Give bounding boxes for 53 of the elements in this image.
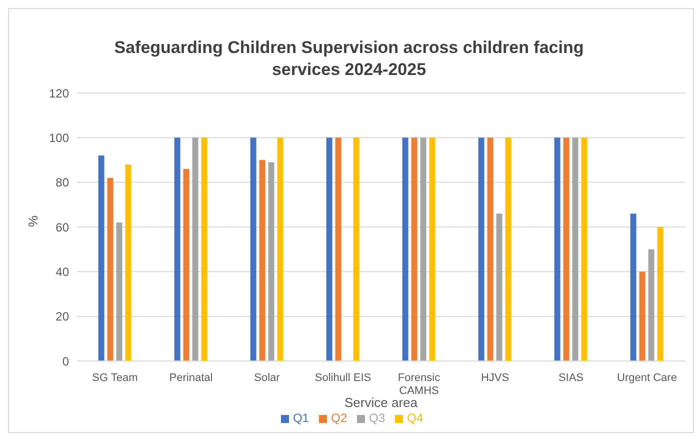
bar [268, 162, 274, 361]
bar [201, 138, 208, 361]
y-axis-title: % [26, 215, 41, 227]
chart-title: Safeguarding Children Supervision across children facing services 2024-2025 [113, 37, 585, 81]
x-tick-label: Forensic CAMHS [398, 372, 441, 397]
bar [478, 138, 484, 361]
bar [98, 156, 104, 361]
bar [402, 138, 408, 361]
legend-label: Q1 [292, 411, 309, 425]
y-tick-label: 100 [48, 130, 70, 145]
bar [277, 138, 284, 361]
bar [429, 138, 436, 361]
bar [107, 178, 114, 361]
y-tick-label: 0 [62, 354, 70, 368]
x-tick-label: SIAS [558, 372, 584, 384]
bar [496, 214, 502, 361]
x-tick-label: Solar [254, 372, 280, 384]
bar [259, 160, 266, 361]
x-tick-label: Perinatal [169, 372, 213, 384]
y-tick-label: 120 [48, 86, 70, 100]
bar [174, 138, 180, 361]
y-tick-label: 80 [56, 176, 70, 190]
bar [326, 138, 332, 361]
legend-label: Q3 [369, 411, 386, 425]
x-tick-label: HJVS [480, 372, 510, 384]
legend-label: Q4 [407, 411, 424, 425]
bar [192, 138, 198, 361]
bar [125, 164, 132, 361]
bar [657, 227, 664, 361]
bar [183, 168, 190, 361]
bar [487, 138, 494, 361]
bar [554, 138, 560, 361]
bar [505, 138, 512, 361]
bar [420, 138, 426, 361]
bar [250, 138, 256, 361]
bar [335, 138, 342, 361]
bar [581, 138, 588, 361]
y-tick-label: 20 [56, 310, 70, 324]
bar [639, 272, 646, 361]
bar [572, 138, 578, 361]
x-tick-label: SG Team [92, 372, 138, 384]
y-tick-label: 40 [56, 264, 70, 279]
y-tick-label: 60 [56, 220, 70, 234]
bar [411, 138, 418, 361]
bar [648, 249, 654, 361]
x-tick-label: Solihull EIS [314, 372, 372, 384]
bar [116, 222, 122, 361]
x-tick-label: Urgent Care [617, 372, 677, 384]
legend-label: Q2 [330, 411, 347, 425]
bar [630, 214, 636, 361]
bar [563, 138, 570, 361]
bar [353, 138, 360, 361]
x-axis-title: Service area [344, 395, 418, 410]
